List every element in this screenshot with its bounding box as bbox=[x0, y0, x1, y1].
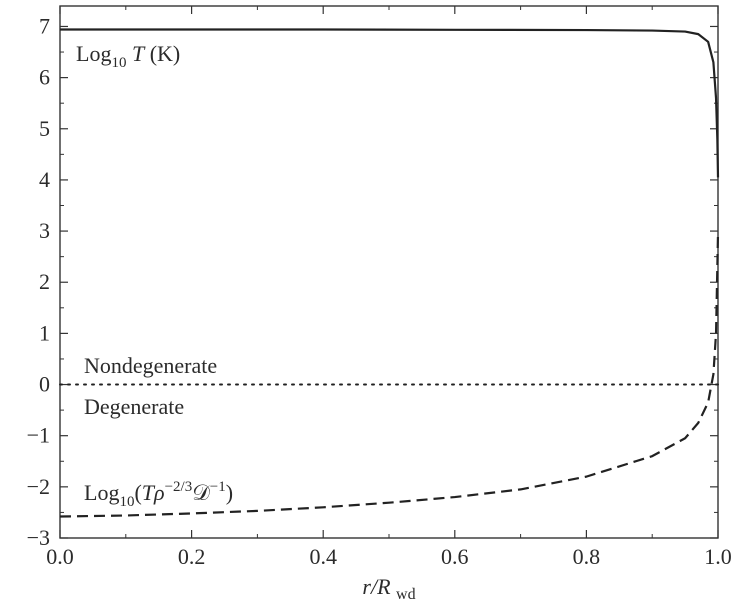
y-tick-label: 6 bbox=[39, 65, 50, 90]
x-tick-label: 0.6 bbox=[441, 544, 469, 569]
dashed-curve-degeneracy bbox=[59, 233, 720, 518]
annotation-log-temperature-part: T bbox=[126, 41, 146, 66]
y-tick-label: 4 bbox=[39, 167, 50, 192]
annotation-log-temperature-part: 10 bbox=[111, 55, 126, 71]
x-axis-title: r/R wd bbox=[362, 574, 415, 603]
annotation-log-temperature-part: (K) bbox=[144, 41, 180, 66]
x-tick-label: 0.2 bbox=[178, 544, 206, 569]
annotation-log-temperature: Log10 T (K) bbox=[76, 41, 180, 71]
x-tick-label: 1.0 bbox=[704, 544, 732, 569]
x-tick-label: 0.8 bbox=[573, 544, 601, 569]
y-tick-label: −3 bbox=[27, 525, 50, 550]
x-axis: 0.0 0.2 0.4 0.6 0.8 1.0 bbox=[46, 6, 732, 569]
plot-frame bbox=[59, 5, 719, 539]
annotation-degeneracy-parameter-part: −1 bbox=[210, 479, 226, 495]
annotation-degeneracy-parameter-part: 10 bbox=[119, 494, 134, 510]
series-layer bbox=[59, 28, 720, 518]
annotation-degeneracy-parameter-part: Log bbox=[84, 480, 119, 505]
solid-curve-log-temperature bbox=[60, 28, 720, 178]
y-tick-label: 2 bbox=[39, 269, 50, 294]
x-axis-title-main: r/R bbox=[362, 574, 391, 599]
annotation-degeneracy-parameter-part: ( bbox=[134, 480, 141, 505]
x-tick-label: 0.0 bbox=[46, 544, 74, 569]
annotation-degeneracy-parameter-part: Tρ bbox=[142, 480, 165, 505]
y-tick-label: 1 bbox=[39, 320, 50, 345]
y-tick-label: −2 bbox=[27, 474, 50, 499]
y-tick-label: 0 bbox=[39, 372, 50, 397]
y-tick-label: 7 bbox=[39, 13, 50, 38]
annotation-degenerate-part: Degenerate bbox=[84, 394, 184, 419]
y-tick-label: −1 bbox=[27, 423, 50, 448]
annotation-degeneracy-parameter: Log10(Tρ−2/3𝒟−1) bbox=[84, 479, 233, 510]
y-tick-label: 5 bbox=[39, 116, 50, 141]
annotation-nondegenerate: Nondegenerate bbox=[84, 353, 217, 378]
y-tick-label: 3 bbox=[39, 218, 50, 243]
annotation-degeneracy-parameter-part: 𝒟 bbox=[192, 480, 210, 505]
annotation-log-temperature-part: Log bbox=[76, 41, 111, 66]
x-axis-title-subscript: wd bbox=[396, 586, 416, 603]
annotation-degeneracy-parameter-part: ) bbox=[226, 480, 233, 505]
x-tick-label: 0.4 bbox=[309, 544, 337, 569]
annotation-nondegenerate-part: Nondegenerate bbox=[84, 353, 217, 378]
annotation-degenerate: Degenerate bbox=[84, 394, 184, 419]
y-axis: −3 −2 −1 0 1 2 3 4 5 6 7 bbox=[27, 13, 718, 550]
annotations-layer: Log10 T (K)NondegenerateDegenerateLog10(… bbox=[76, 41, 233, 510]
annotation-degeneracy-parameter-part: −2/3 bbox=[165, 479, 193, 495]
